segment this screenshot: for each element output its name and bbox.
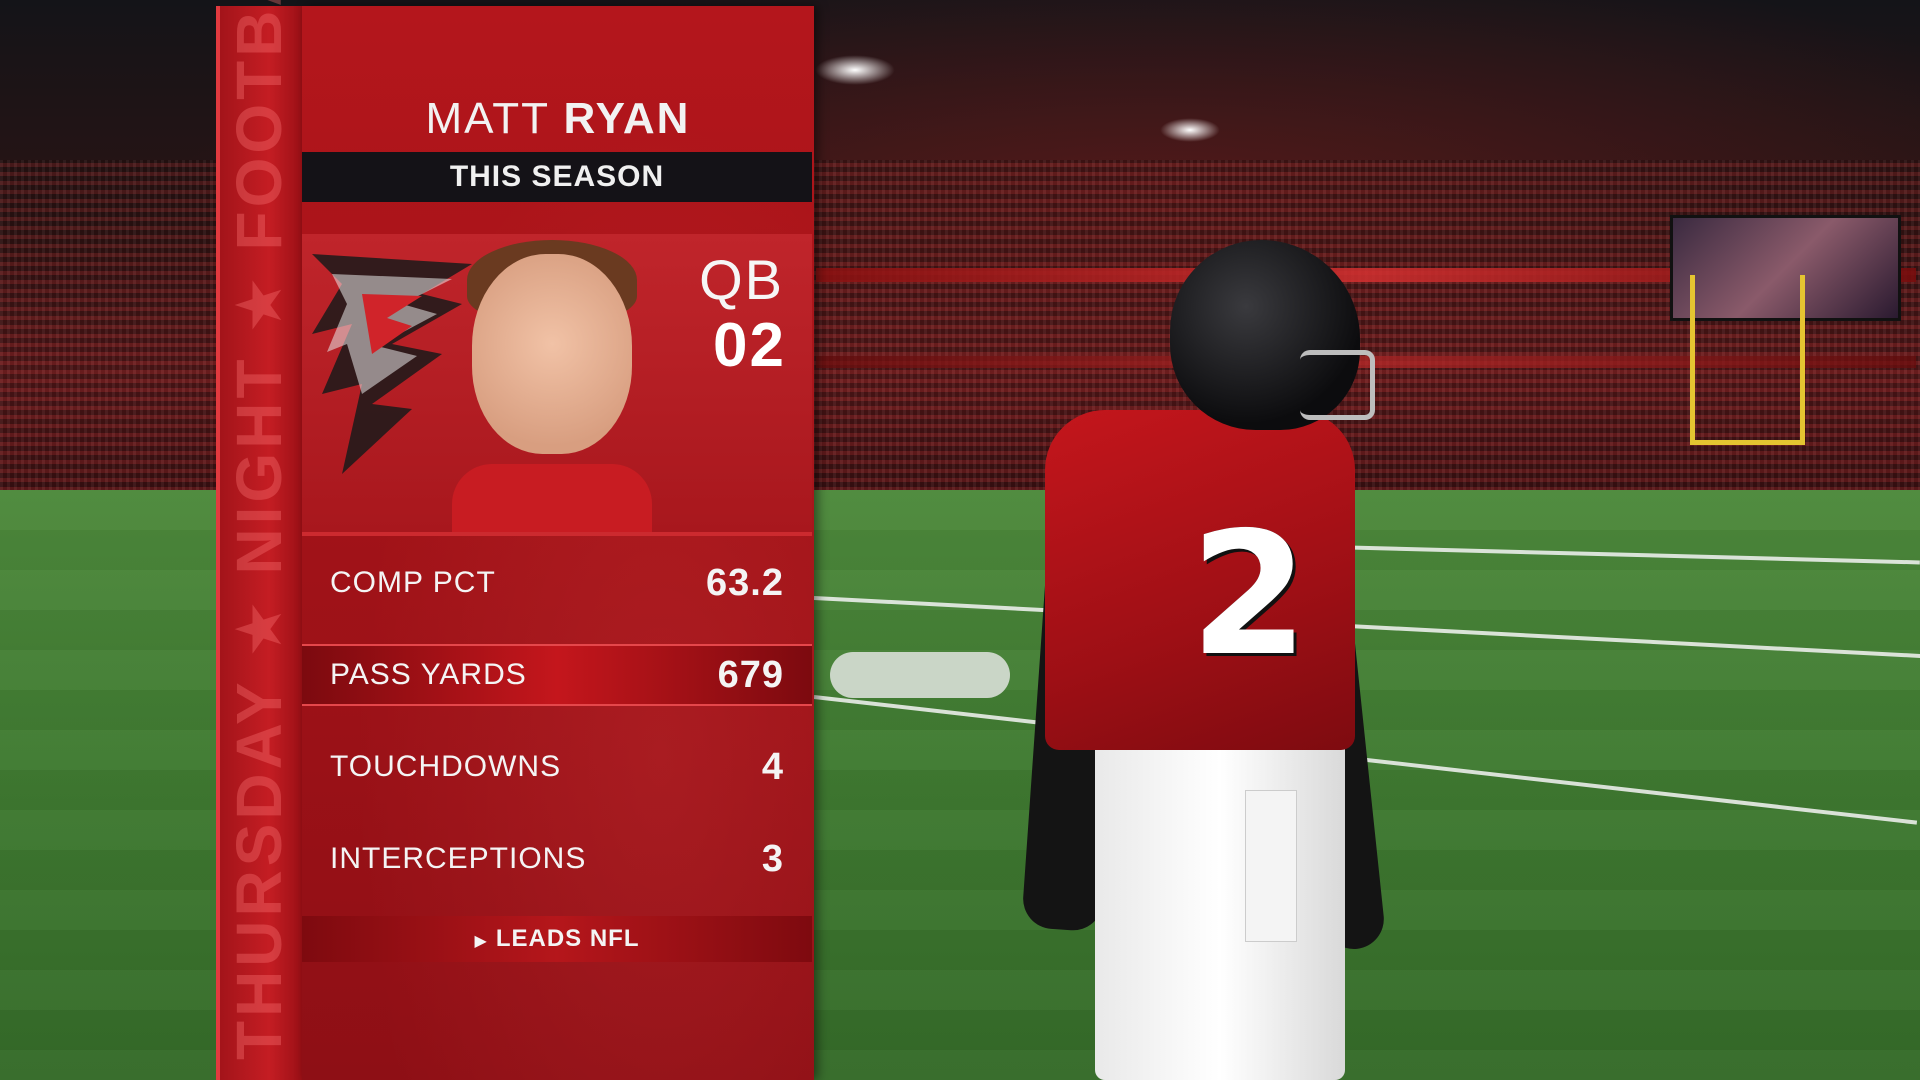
player-headshot bbox=[472, 254, 632, 454]
stat-value: 3 bbox=[761, 838, 784, 880]
headshot-area: QB 02 bbox=[302, 234, 812, 532]
stat-row-touchdowns: TOUCHDOWNS 4 bbox=[302, 738, 812, 796]
jumbotron bbox=[1670, 215, 1901, 321]
player-first-name: MATT bbox=[425, 94, 550, 143]
stat-label: INTERCEPTIONS bbox=[330, 842, 587, 875]
timeframe-bar: THIS SEASON bbox=[302, 152, 812, 202]
side-banner-text: THURSDAY ★ NIGHT ★ FOOTBALL bbox=[223, 0, 295, 1060]
leads-nfl-bar: ▶ LEADS NFL bbox=[302, 916, 812, 962]
player-collar bbox=[452, 464, 652, 532]
stat-label: PASS YARDS bbox=[330, 658, 527, 691]
side-banner bbox=[216, 6, 302, 1080]
divider bbox=[302, 532, 812, 536]
stat-label: TOUCHDOWNS bbox=[330, 750, 562, 783]
ribbon-board-lower bbox=[816, 356, 1916, 368]
stat-row-interceptions: INTERCEPTIONS 3 bbox=[302, 830, 812, 888]
helmet-facemask bbox=[1300, 350, 1375, 420]
leads-nfl-label: LEADS NFL bbox=[495, 925, 640, 952]
stadium-light bbox=[815, 55, 895, 85]
goalpost bbox=[1690, 275, 1805, 445]
stat-row-comp-pct: COMP PCT 63.2 bbox=[302, 554, 812, 612]
stat-row-pass-yards: PASS YARDS 679 bbox=[302, 644, 812, 706]
jersey-number: 2 bbox=[1190, 496, 1309, 694]
stadium-light bbox=[1160, 118, 1220, 142]
triangle-right-icon: ▶ bbox=[474, 933, 488, 950]
player-last-name: RYAN bbox=[563, 94, 691, 143]
player-pants bbox=[1095, 740, 1345, 1080]
player-stats-panel: MATT RYAN THIS SEASON QB 02 COMP PCT 63.… bbox=[302, 6, 814, 1080]
player-towel bbox=[1245, 790, 1297, 942]
stat-label: COMP PCT bbox=[330, 566, 496, 599]
stat-value: 63.2 bbox=[706, 562, 784, 604]
field-numeral bbox=[830, 652, 1010, 698]
falcon-logo-icon bbox=[312, 254, 472, 474]
player-jersey bbox=[1045, 410, 1355, 750]
player-figure: 2 bbox=[1015, 230, 1395, 1080]
player-name: MATT RYAN bbox=[302, 94, 814, 144]
player-number: 02 bbox=[713, 311, 786, 380]
player-helmet bbox=[1170, 240, 1360, 430]
stat-value: 4 bbox=[761, 746, 784, 788]
player-position: QB bbox=[699, 248, 784, 311]
stat-value: 679 bbox=[717, 654, 784, 696]
ribbon-board bbox=[816, 268, 1916, 282]
